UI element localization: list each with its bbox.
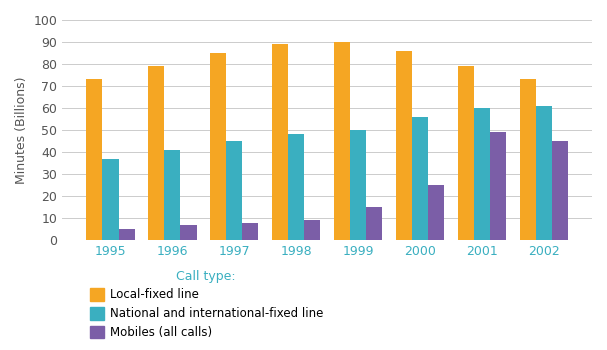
Bar [288, 134, 304, 240]
Bar [210, 53, 226, 240]
Bar [334, 42, 350, 240]
Bar [536, 106, 552, 240]
Bar [520, 79, 536, 240]
Bar [86, 79, 103, 240]
Bar [226, 141, 242, 240]
Bar [458, 66, 474, 240]
Bar [304, 220, 320, 240]
Bar [350, 130, 366, 240]
Bar [272, 44, 288, 240]
Bar [180, 225, 197, 240]
Bar [428, 185, 444, 240]
Bar [552, 141, 568, 240]
Bar [118, 229, 135, 240]
Bar [164, 150, 180, 240]
Bar [490, 132, 506, 240]
Bar [242, 223, 259, 240]
Bar [474, 108, 490, 240]
Y-axis label: Minutes (Billions): Minutes (Billions) [15, 76, 28, 184]
Bar [103, 159, 118, 240]
Legend: Local-fixed line, National and international-fixed line, Mobiles (all calls): Local-fixed line, National and internati… [85, 265, 328, 344]
Bar [396, 51, 412, 240]
Bar [148, 66, 164, 240]
Bar [412, 117, 428, 240]
Bar [366, 207, 382, 240]
